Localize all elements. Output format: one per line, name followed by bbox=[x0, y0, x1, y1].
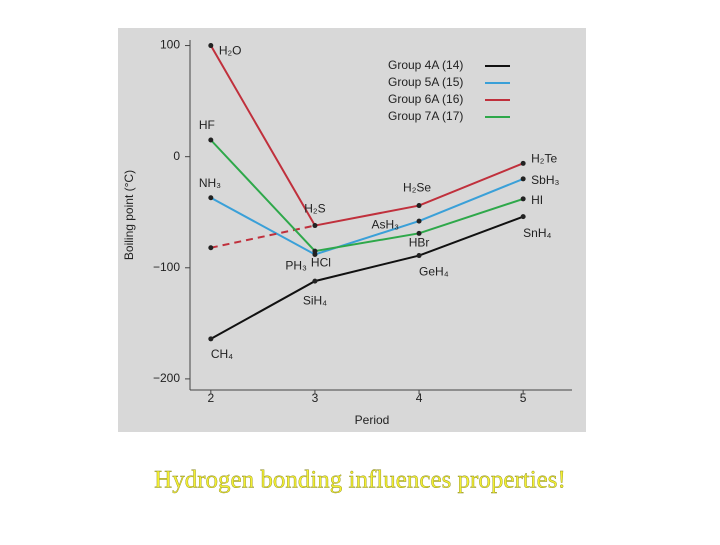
x-tick-label: 5 bbox=[520, 391, 527, 405]
point-label: H₂Te bbox=[531, 152, 557, 166]
data-point bbox=[312, 278, 318, 284]
point-label: SbH₃ bbox=[531, 173, 559, 187]
y-tick-label: 0 bbox=[173, 149, 180, 163]
data-point bbox=[416, 230, 422, 236]
chart-background bbox=[118, 28, 586, 432]
data-point bbox=[520, 176, 526, 182]
point-label: HBr bbox=[409, 236, 430, 250]
caption: Hydrogen bonding influences properties! bbox=[154, 467, 566, 494]
legend-label: Group 7A (17) bbox=[388, 109, 463, 123]
series-line bbox=[210, 177, 524, 256]
legend-label: Group 4A (14) bbox=[388, 58, 463, 72]
series-line bbox=[210, 139, 524, 253]
data-point bbox=[416, 203, 422, 209]
data-point bbox=[312, 223, 318, 229]
point-label: HCl bbox=[311, 255, 331, 269]
data-point bbox=[416, 218, 422, 224]
data-point bbox=[312, 248, 318, 254]
y-tick-label: 100 bbox=[160, 38, 180, 52]
point-label: GeH₄ bbox=[419, 265, 449, 279]
data-point bbox=[520, 196, 526, 202]
data-point bbox=[416, 253, 422, 259]
extrapolated-point bbox=[208, 245, 214, 251]
series-line bbox=[210, 215, 524, 340]
data-point bbox=[208, 43, 214, 49]
point-label: HF bbox=[199, 118, 215, 132]
point-label: H₂O bbox=[219, 44, 242, 58]
point-label: H₂S bbox=[304, 202, 325, 216]
point-label: AsH₃ bbox=[371, 217, 399, 231]
y-axis-label: Boiling point (°C) bbox=[122, 170, 136, 260]
legend-label: Group 6A (16) bbox=[388, 92, 463, 106]
point-label: SnH₄ bbox=[523, 226, 551, 240]
point-label: H₂Se bbox=[403, 181, 431, 195]
y-tick-label: −200 bbox=[153, 371, 180, 385]
data-point bbox=[520, 214, 526, 220]
data-point bbox=[208, 195, 214, 201]
point-label: NH₃ bbox=[199, 176, 221, 190]
y-tick-label: −100 bbox=[153, 260, 180, 274]
point-label: SiH₄ bbox=[303, 293, 327, 307]
x-tick-label: 3 bbox=[312, 391, 319, 405]
point-label: HI bbox=[531, 193, 543, 207]
x-axis-label: Period bbox=[355, 413, 390, 427]
x-tick-label: 2 bbox=[207, 391, 214, 405]
series-line bbox=[209, 45, 524, 227]
data-point bbox=[208, 336, 214, 342]
legend-label: Group 5A (15) bbox=[388, 75, 463, 89]
data-point bbox=[520, 160, 526, 166]
point-label: PH₃ bbox=[285, 259, 307, 273]
data-point bbox=[208, 137, 214, 143]
extrapolated-line bbox=[210, 224, 316, 249]
point-label: CH₄ bbox=[211, 347, 233, 361]
x-tick-label: 4 bbox=[416, 391, 423, 405]
